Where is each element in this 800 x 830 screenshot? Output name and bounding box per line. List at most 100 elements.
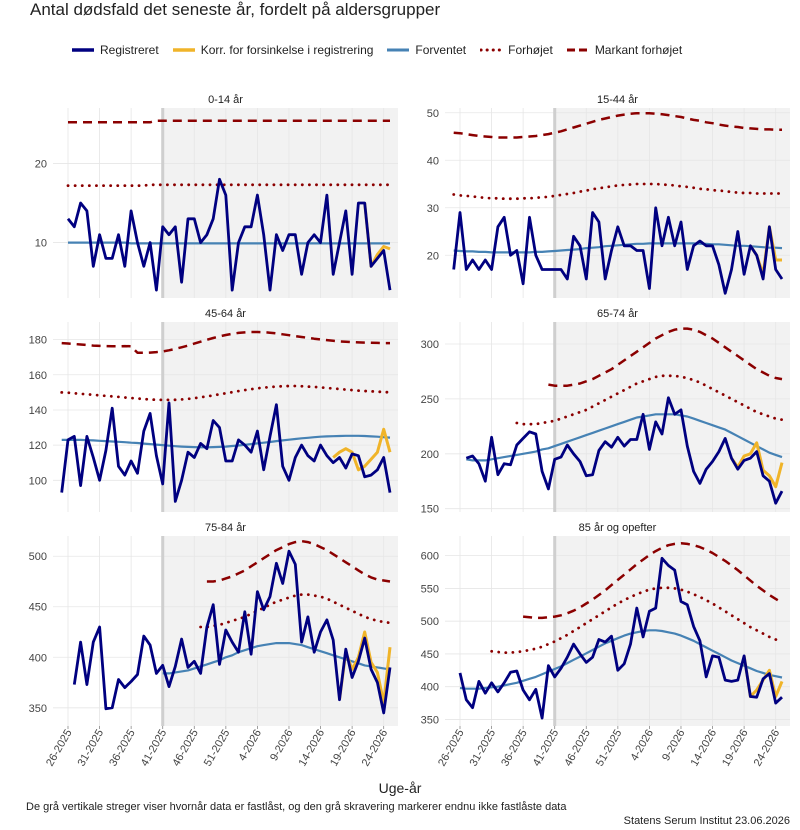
legend-label-markant: Markant forhøjet [594, 43, 683, 57]
panel-75-84-r-y-tick-label: 400 [29, 652, 47, 664]
legend-item-expected: Forventet [387, 43, 466, 57]
panel-85-r-og-opefter-y-tick-label: 600 [421, 551, 439, 563]
panel-45-64-r-title: 45-64 år [205, 308, 246, 320]
panel-85-r-og-opefter-y-tick-label: 350 [421, 714, 439, 726]
panel-75-84-r-x-tick-label: 26-2025 [44, 728, 75, 769]
panel-65-74-r-series-elevated [515, 374, 784, 426]
legend-item-elevated: Forhøjet [480, 43, 553, 57]
panel-15-44-r-unfixed-shading [554, 108, 790, 298]
panel-85-r-og-opefter-x-tick-label: 24-2026 [752, 728, 783, 769]
panel-15-44-r-y-tick-label: 20 [427, 250, 439, 262]
legend-swatch-markant [566, 48, 589, 52]
panel-45-64-r-y-tick-label: 180 [29, 335, 47, 347]
legend-label-corrected: Korr. for forsinkelse i registrering [200, 43, 374, 57]
panel-85-r-og-opefter-series-expected [459, 629, 783, 690]
panel-65-74-r-y-tick-label: 200 [421, 449, 439, 461]
panel-75-84-r-x-tick-label: 14-2026 [297, 728, 328, 769]
legend-swatch-registered [72, 48, 94, 52]
panel-85-r-og-opefter-x-tick-label: 31-2025 [468, 728, 499, 769]
panel-75-84-r-x-tick-label: 9-2026 [268, 728, 296, 764]
panel-45-64-r-y-tick-label: 160 [29, 370, 47, 382]
panel-0-14-r: 0-14 år 10 20 [35, 94, 398, 298]
panel-85-r-og-opefter-x-tick-label: 4-2026 [628, 728, 656, 764]
panel-85-r-og-opefter-x-tick-label: 51-2025 [594, 728, 625, 769]
panel-45-64-r-unfixed-shading [162, 322, 398, 512]
panel-65-74-r-unfixed-shading [554, 322, 790, 512]
legend-item-corrected: Korr. for forsinkelse i registrering [172, 43, 374, 57]
panel-15-44-r-series-registered [452, 206, 784, 295]
panel-85-r-og-opefter-series-markant [522, 541, 783, 620]
panel-75-84-r-series-elevated [199, 593, 392, 629]
panel-45-64-r-series-markant [61, 330, 390, 355]
panel-85-r-og-opefter-x-tick-label: 41-2025 [531, 728, 562, 769]
panel-75-84-r-x-tick-label: 46-2025 [170, 728, 201, 769]
panel-0-14-r-y-tick-label: 10 [35, 238, 47, 250]
legend-item-markant: Markant forhøjet [566, 43, 683, 57]
panel-45-64-r-y-tick-label: 100 [29, 475, 47, 487]
panel-75-84-r-y-tick-label: 500 [29, 551, 47, 563]
panel-75-84-r-series-registered [72, 549, 392, 715]
panel-85-r-og-opefter-x-tick-label: 36-2025 [499, 728, 530, 769]
legend-swatch-elevated [480, 48, 503, 52]
panel-75-84-r-x-tick-label: 19-2026 [328, 728, 359, 769]
panel-15-44-r-y-tick-label: 30 [427, 203, 439, 215]
panel-65-74-r-series-expected [466, 413, 783, 462]
panel-75-84-r-x-tick-label: 24-2026 [360, 728, 391, 769]
panel-75-84-r-x-tick-label: 41-2025 [139, 728, 170, 769]
panel-65-74-r-y-tick-label: 150 [421, 504, 439, 516]
panel-75-84-r-series-markant [206, 539, 391, 583]
panel-15-44-r-title: 15-44 år [597, 94, 638, 106]
panel-45-64-r: 45-64 år 100 120 140 160 180 [29, 308, 398, 512]
panel-15-44-r-y-tick-label: 50 [427, 108, 439, 120]
panel-85-r-og-opefter-y-tick-label: 400 [421, 682, 439, 694]
panel-75-84-r-x-tick-label: 31-2025 [76, 728, 107, 769]
panel-85-r-og-opefter-series-elevated [490, 586, 784, 654]
panel-75-84-r-x-tick-label: 36-2025 [107, 728, 138, 769]
legend-item-registered: Registreret [72, 43, 159, 57]
panel-65-74-r-y-tick-label: 300 [421, 339, 439, 351]
footnote: De grå vertikale streger viser hvornår d… [26, 801, 567, 813]
panel-0-14-r-series-registered [66, 177, 392, 292]
panel-65-74-r-title: 65-74 år [597, 308, 638, 320]
panel-15-44-r-series-markant [453, 111, 782, 139]
panel-75-84-r-unfixed-shading [162, 536, 398, 726]
panel-85-r-og-opefter: 85 år og opefter 350 400 450 500 550 600 26-202… [421, 522, 790, 768]
panel-75-84-r-x-tick-label: 4-2026 [236, 728, 264, 764]
panel-75-84-r-x-tick-label: 51-2025 [202, 728, 233, 769]
chart-title: Antal dødsfald det seneste år, fordelt p… [30, 0, 441, 19]
panel-45-64-r-y-tick-label: 140 [29, 405, 47, 417]
panel-75-84-r-y-tick-label: 450 [29, 602, 47, 614]
panel-0-14-r-title: 0-14 år [208, 94, 243, 106]
credit: Statens Serum Institut 23.06.2026 [623, 815, 790, 827]
panel-75-84-r-y-tick-label: 350 [29, 703, 47, 715]
panel-85-r-og-opefter-y-tick-label: 450 [421, 649, 439, 661]
panel-65-74-r-series-registered [465, 396, 784, 505]
legend-swatch-expected [387, 48, 410, 52]
panel-85-r-og-opefter-x-tick-label: 46-2025 [562, 728, 593, 769]
legend-label-registered: Registreret [100, 43, 159, 57]
panel-85-r-og-opefter-x-tick-label: 26-2025 [436, 728, 467, 769]
panel-65-74-r-series-markant [548, 327, 783, 387]
panel-65-74-r-series-corrected [730, 441, 784, 489]
legend-label-expected: Forventet [415, 43, 467, 57]
panel-85-r-og-opefter-x-tick-label: 19-2026 [720, 728, 751, 769]
panel-15-44-r-y-tick-label: 40 [427, 155, 439, 167]
panel-85-r-og-opefter-series-registered [458, 556, 783, 720]
panel-75-84-r-title: 75-84 år [205, 522, 246, 534]
x-axis-label: Uge-år [378, 780, 422, 796]
panel-0-14-r-y-tick-label: 20 [35, 158, 47, 170]
panel-75-84-r: 75-84 år 350 400 450 500 26-2025 31-2025 36-202… [29, 522, 398, 768]
panel-15-44-r: 15-44 år 20 30 40 50 [427, 94, 790, 298]
panel-85-r-og-opefter-x-tick-label: 9-2026 [660, 728, 688, 764]
panel-45-64-r-series-registered [60, 401, 392, 503]
legend-label-elevated: Forhøjet [508, 43, 553, 57]
panel-65-74-r: 65-74 år 150 200 250 300 [421, 308, 790, 516]
panel-45-64-r-y-tick-label: 120 [29, 440, 47, 452]
panel-0-14-r-series-elevated [66, 183, 392, 187]
panel-0-14-r-series-markant [68, 119, 390, 124]
legend-swatch-corrected [172, 48, 195, 52]
panel-85-r-og-opefter-y-tick-label: 500 [421, 616, 439, 628]
legend: Registreret Korr. for forsinkelse i regi… [72, 43, 696, 57]
panel-85-r-og-opefter-y-tick-label: 550 [421, 583, 439, 595]
